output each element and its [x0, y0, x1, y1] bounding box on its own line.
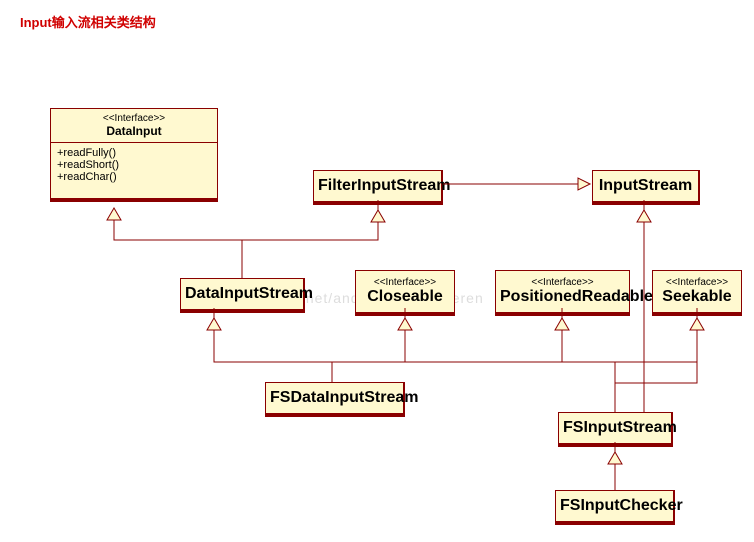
op: +readShort(): [57, 159, 211, 171]
node-fsinputchecker: FSInputChecker: [555, 490, 675, 525]
node-closeable: <<Interface>> Closeable: [355, 270, 455, 316]
op: +readChar(): [57, 171, 211, 183]
node-datainput: <<Interface>> DataInput +readFully() +re…: [50, 108, 218, 202]
node-datainputstream: DataInputStream: [180, 278, 305, 313]
diagram-title: Input输入流相关类结构: [20, 12, 156, 31]
node-filterinputstream: FilterInputStream: [313, 170, 443, 205]
ops: +readFully() +readShort() +readChar(): [51, 143, 217, 187]
node-positionedreadable: <<Interface>> PositionedReadable: [495, 270, 630, 316]
node-seekable: <<Interface>> Seekable: [652, 270, 742, 316]
node-fsdatainputstream: FSDataInputStream: [265, 382, 405, 417]
op: +readFully(): [57, 147, 211, 159]
class-name: DataInput: [57, 124, 211, 138]
stereotype: <<Interface>>: [57, 113, 211, 124]
node-fsinputstream: FSInputStream: [558, 412, 673, 447]
node-inputstream: InputStream: [592, 170, 700, 205]
